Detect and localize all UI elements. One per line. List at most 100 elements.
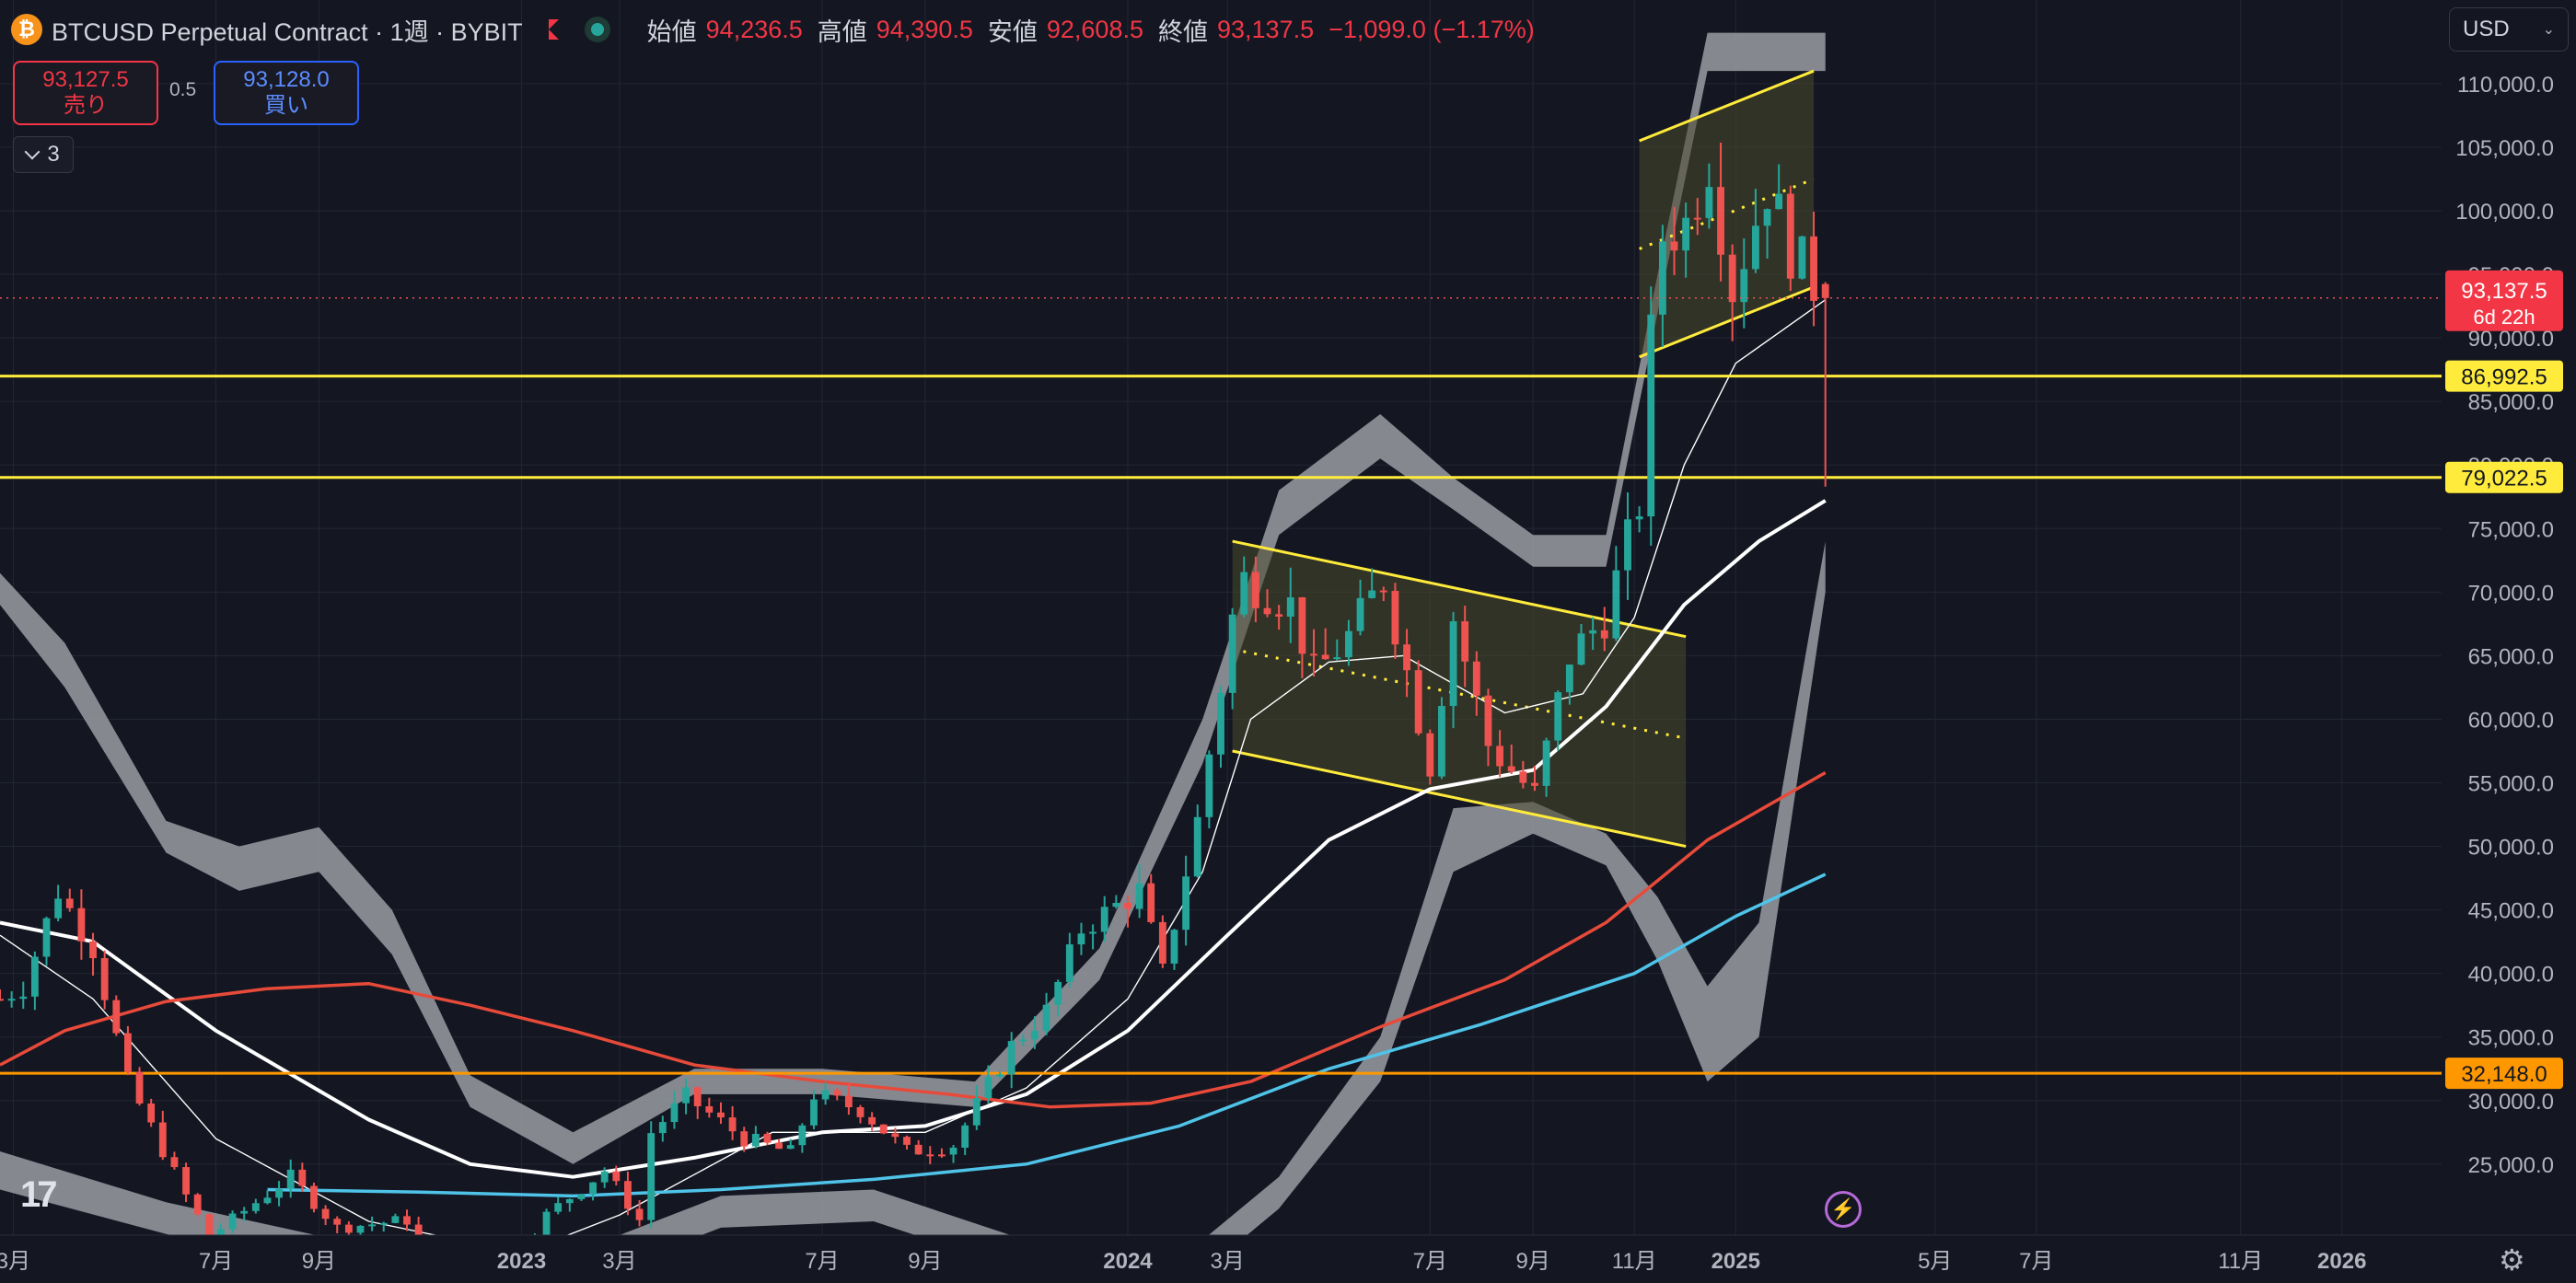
candle-body bbox=[844, 1095, 853, 1108]
candle-body bbox=[19, 996, 28, 1000]
candle-body bbox=[193, 1194, 202, 1215]
close-label: 終値 bbox=[1157, 17, 1208, 46]
candle-body bbox=[798, 1125, 806, 1146]
candle-body bbox=[1065, 944, 1073, 982]
candle-body bbox=[286, 1169, 295, 1189]
candle-body bbox=[1042, 1004, 1050, 1032]
currency-value: USD bbox=[2463, 17, 2510, 41]
candle-body bbox=[1577, 633, 1585, 665]
candle-body bbox=[1298, 597, 1306, 654]
candle-body bbox=[1763, 209, 1771, 226]
candle-body bbox=[740, 1131, 748, 1147]
candle-body bbox=[1438, 706, 1445, 777]
open-value: 94,236.5 bbox=[705, 15, 803, 43]
candle-body bbox=[1007, 1041, 1015, 1075]
candle-body bbox=[984, 1076, 992, 1099]
candle-body bbox=[147, 1103, 156, 1123]
candle-body bbox=[868, 1116, 876, 1125]
indicators-toggle-button[interactable]: 3 bbox=[13, 136, 74, 173]
price-tick-label: 35,000.0 bbox=[2468, 1026, 2554, 1051]
candle-body bbox=[391, 1216, 400, 1223]
candle-body bbox=[205, 1214, 214, 1238]
candle-body bbox=[1077, 933, 1085, 945]
current-price-label: 93,137.5 bbox=[2461, 279, 2547, 304]
market-status-icon[interactable] bbox=[584, 17, 610, 42]
candle-body bbox=[182, 1167, 190, 1195]
time-tick-label: 2023 bbox=[497, 1249, 546, 1274]
spread-value: 0.5 bbox=[169, 79, 197, 100]
candle-body bbox=[763, 1133, 772, 1143]
open-label: 始値 bbox=[646, 17, 697, 46]
candle-body bbox=[263, 1197, 272, 1204]
candle-body bbox=[89, 941, 97, 959]
sell-button[interactable]: 93,127.5 売り bbox=[13, 61, 158, 125]
candle-body bbox=[926, 1154, 934, 1157]
low-value: 92,608.5 bbox=[1046, 15, 1143, 43]
candle-body bbox=[833, 1090, 841, 1096]
candle-body bbox=[751, 1133, 760, 1147]
currency-select[interactable]: USD ⌄ bbox=[2449, 7, 2569, 52]
price-tick-label: 25,000.0 bbox=[2468, 1153, 2554, 1178]
candle-body bbox=[1089, 931, 1097, 934]
gear-icon[interactable]: ⚙ bbox=[2499, 1243, 2525, 1277]
candle-body bbox=[728, 1117, 737, 1132]
buy-button[interactable]: 93,128.0 買い bbox=[214, 61, 359, 125]
candle-body bbox=[612, 1171, 621, 1182]
candle-body bbox=[600, 1171, 609, 1183]
candle-body bbox=[1228, 614, 1236, 693]
price-tick-label: 105,000.0 bbox=[2455, 136, 2554, 161]
candle-body bbox=[1403, 644, 1410, 671]
buy-price: 93,128.0 bbox=[243, 67, 330, 92]
current-price-label-box bbox=[2445, 270, 2563, 331]
channel-top-line bbox=[1232, 539, 1687, 639]
candle-body bbox=[65, 898, 74, 908]
channel-fill bbox=[1639, 71, 1815, 357]
candle-body bbox=[298, 1169, 307, 1186]
price-tick-label: 60,000.0 bbox=[2468, 708, 2554, 733]
chart-header: ₿ BTCUSD Perpetual Contract · 1週 · BYBIT… bbox=[11, 11, 1540, 48]
low-label: 安値 bbox=[987, 17, 1038, 46]
time-tick-label: 2025 bbox=[1712, 1249, 1760, 1274]
candle-body bbox=[1775, 193, 1783, 210]
lightning-icon[interactable]: ⚡ bbox=[1825, 1191, 1862, 1228]
candle-body bbox=[1240, 572, 1248, 615]
candle-body bbox=[682, 1087, 690, 1104]
candle-body bbox=[1170, 930, 1178, 964]
candle-body bbox=[693, 1087, 702, 1106]
candle-body bbox=[624, 1181, 632, 1209]
candle-body bbox=[1565, 665, 1573, 693]
candle-body bbox=[158, 1122, 167, 1158]
candle-body bbox=[356, 1225, 365, 1233]
candle-body bbox=[1449, 621, 1457, 707]
candle-body bbox=[542, 1211, 551, 1240]
high-value: 94,390.5 bbox=[876, 15, 973, 43]
buy-label: 買い bbox=[264, 93, 308, 118]
candle-body bbox=[1205, 754, 1213, 817]
time-tick-label: 7月 bbox=[2019, 1249, 2053, 1274]
candle-body bbox=[1182, 876, 1190, 930]
candle-body bbox=[577, 1194, 586, 1199]
candle-body bbox=[1484, 695, 1492, 746]
candle-body bbox=[937, 1154, 946, 1157]
candle-body bbox=[251, 1203, 260, 1211]
flag-icon[interactable] bbox=[548, 19, 559, 40]
time-tick-label: 9月 bbox=[1515, 1249, 1549, 1274]
candle-body bbox=[1158, 921, 1166, 964]
time-tick-label: 7月 bbox=[1413, 1249, 1447, 1274]
candle-body bbox=[1682, 217, 1690, 251]
level-label: 86,992.5 bbox=[2461, 365, 2547, 390]
tradingview-logo[interactable]: 17 bbox=[20, 1174, 57, 1215]
level-label: 32,148.0 bbox=[2461, 1062, 2547, 1087]
candle-body bbox=[1193, 816, 1201, 877]
candle-body bbox=[1717, 187, 1724, 255]
time-tick-label: 7月 bbox=[199, 1249, 233, 1274]
time-tick-label: 11月 bbox=[1612, 1249, 1657, 1274]
candle-body bbox=[1031, 1031, 1039, 1040]
candle-body bbox=[1612, 570, 1620, 639]
symbol-title[interactable]: BTCUSD Perpetual Contract · 1週 · BYBIT bbox=[52, 17, 523, 46]
candle-body bbox=[1740, 269, 1748, 303]
candle-body bbox=[1112, 903, 1120, 907]
candle-body bbox=[1647, 314, 1655, 517]
